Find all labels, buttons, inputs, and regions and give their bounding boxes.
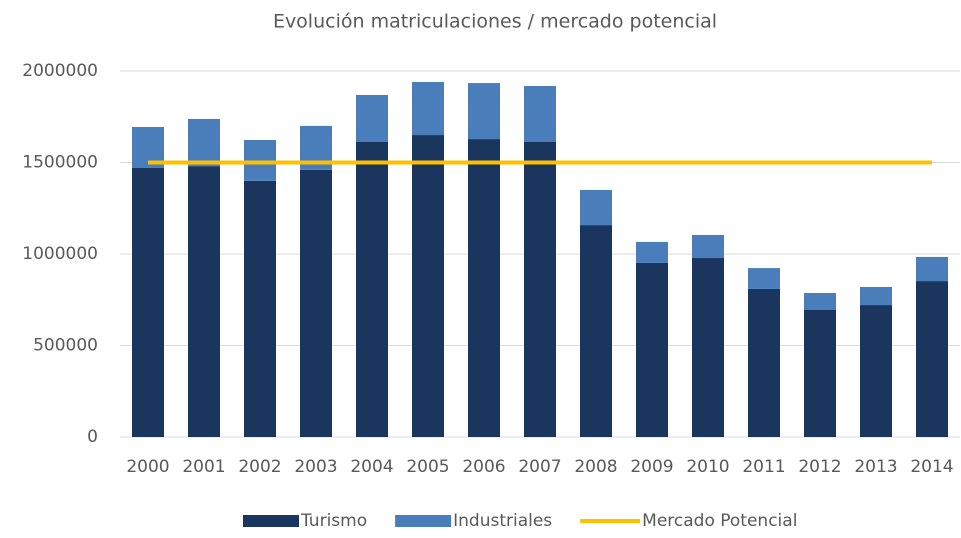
bar	[748, 268, 780, 289]
x-tick-label: 2014	[910, 457, 953, 477]
x-tick-label: 2007	[518, 457, 561, 477]
bar	[916, 281, 948, 437]
bar	[804, 292, 836, 310]
bar	[412, 135, 444, 438]
bar	[804, 309, 836, 437]
y-tick-label: 1000000	[22, 244, 98, 264]
chart-title: Evolución matriculaciones / mercado pote…	[273, 11, 717, 33]
x-tick-label: 2010	[686, 457, 729, 477]
bar	[748, 288, 780, 437]
x-tick-label: 2006	[462, 457, 505, 477]
x-tick-label: 2001	[182, 457, 225, 477]
bar	[244, 180, 276, 438]
bar	[692, 234, 724, 259]
bar	[916, 256, 948, 282]
bar	[580, 225, 612, 437]
legend-swatch	[243, 515, 299, 527]
y-tick-label: 2000000	[22, 61, 98, 81]
legend-swatch	[395, 515, 452, 527]
bar	[412, 81, 444, 136]
y-tick-label: 0	[87, 427, 98, 447]
bar	[132, 167, 164, 438]
x-tick-label: 2013	[854, 457, 897, 477]
x-tick-label: 2000	[126, 457, 169, 477]
x-tick-label: 2002	[238, 457, 281, 477]
bar	[860, 286, 892, 306]
bar	[244, 139, 276, 181]
bar	[468, 139, 500, 438]
bar	[300, 169, 332, 437]
x-tick-label: 2005	[406, 457, 449, 477]
bar	[356, 142, 388, 437]
bar	[524, 86, 556, 143]
bar	[636, 241, 668, 263]
bar	[524, 142, 556, 437]
x-tick-label: 2011	[742, 457, 785, 477]
bar	[636, 262, 668, 437]
x-tick-label: 2004	[350, 457, 393, 477]
legend-label: Industriales	[453, 511, 552, 531]
bar	[580, 189, 612, 226]
legend-label: Turismo	[300, 511, 367, 531]
bar	[188, 166, 220, 437]
y-tick-label: 500000	[33, 336, 98, 356]
legend-label: Mercado Potencial	[642, 511, 797, 531]
x-tick-label: 2008	[574, 457, 617, 477]
x-tick-label: 2003	[294, 457, 337, 477]
x-tick-label: 2009	[630, 457, 673, 477]
bar	[356, 94, 388, 143]
bar	[692, 258, 724, 437]
bar	[860, 305, 892, 437]
bar	[188, 118, 220, 167]
bar	[468, 83, 500, 140]
y-tick-label: 1500000	[22, 153, 98, 173]
x-tick-label: 2012	[798, 457, 841, 477]
